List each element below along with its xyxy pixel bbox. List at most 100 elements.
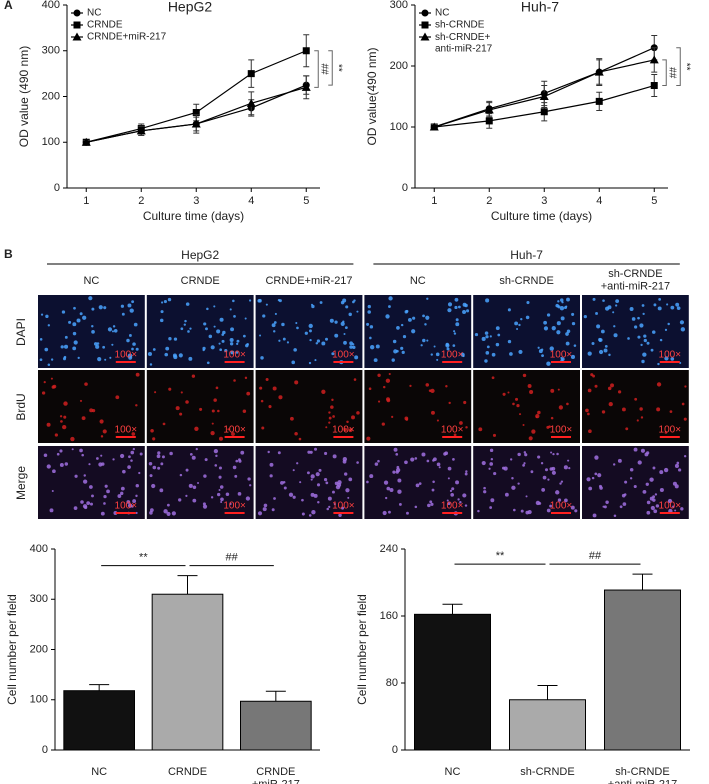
cell-dot — [382, 510, 387, 516]
cell-dot — [617, 390, 622, 394]
cell-dot — [674, 484, 679, 489]
cell-dot — [526, 300, 530, 305]
cell-dot — [566, 402, 569, 406]
panel-label: B — [4, 247, 13, 261]
scale-label: 100× — [332, 501, 355, 512]
cell-dot — [491, 352, 496, 357]
cell-dot — [282, 337, 286, 341]
cell-dot — [52, 469, 56, 474]
cell-dot — [400, 346, 404, 350]
cell-dot — [502, 392, 506, 396]
cell-dot — [211, 422, 214, 425]
cell-dot — [278, 339, 281, 342]
cell-dot — [477, 509, 480, 513]
cell-dot — [230, 327, 235, 332]
y-tick-label: 400 — [30, 543, 48, 555]
cell-dot — [130, 450, 135, 455]
cell-dot — [120, 486, 125, 491]
error-bar — [89, 684, 110, 691]
cell-dot — [511, 485, 516, 490]
cell-dot — [72, 331, 77, 336]
cell-dot — [173, 337, 178, 341]
cell-dot — [641, 304, 645, 307]
cell-dot — [59, 415, 63, 418]
cell-dot — [262, 507, 267, 512]
cell-dot — [422, 338, 426, 343]
cell-dot — [293, 348, 297, 352]
cell-dot — [59, 462, 64, 467]
cell-dot — [492, 433, 497, 437]
cell-dot — [159, 318, 164, 323]
cell-dot — [95, 344, 100, 349]
cell-dot — [490, 498, 495, 503]
legend-label: NC — [435, 8, 449, 19]
cell-dot — [522, 423, 525, 426]
cell-dot — [655, 504, 660, 508]
scale-label: 100× — [441, 425, 464, 436]
cell-dot — [377, 400, 381, 403]
cell-dot — [331, 398, 334, 402]
cell-dot — [489, 506, 493, 509]
cell-dot — [605, 306, 610, 311]
scale-label: 100× — [115, 350, 138, 361]
cell-dot — [161, 455, 165, 459]
cell-dot — [210, 431, 215, 436]
cell-dot — [543, 320, 547, 325]
y-tick-label: 240 — [380, 543, 398, 555]
cell-dot — [84, 382, 88, 386]
cell-dot — [657, 362, 660, 366]
cell-dot — [422, 314, 425, 318]
cell-dot — [47, 324, 51, 327]
cell-dot — [41, 391, 46, 395]
cell-dot — [592, 513, 597, 518]
cell-dot — [262, 314, 266, 318]
cell-dot — [453, 330, 456, 333]
cell-dot — [102, 345, 106, 349]
cell-dot — [642, 312, 645, 316]
y-tick-label: 0 — [402, 182, 408, 194]
sig-label: ## — [667, 67, 678, 79]
cell-dot — [432, 480, 435, 484]
cell-dot — [530, 470, 534, 474]
cell-dot — [555, 303, 559, 308]
cell-dot — [629, 307, 634, 312]
cell-dot — [485, 351, 490, 355]
cell-dot — [537, 410, 541, 415]
x-tick-label: sh-CRNDE+anti-miR-217 — [608, 766, 677, 784]
cell-dot — [395, 452, 399, 456]
cell-dot — [414, 505, 418, 509]
cell-dot — [587, 388, 592, 393]
cell-dot — [600, 329, 605, 334]
cell-dot — [356, 461, 359, 464]
legend-label: sh-CRNDE — [435, 20, 485, 31]
cell-dot — [544, 468, 549, 472]
cell-dot — [169, 451, 173, 456]
cell-dot — [683, 455, 687, 458]
cell-dot — [203, 474, 207, 478]
error-bar — [265, 690, 286, 702]
cell-dot — [385, 314, 390, 319]
cell-dot — [309, 338, 312, 342]
scale-label: 100× — [115, 501, 138, 512]
cell-dot — [452, 458, 455, 461]
cell-dot — [203, 322, 207, 326]
cell-dot — [328, 411, 331, 414]
cell-dot — [658, 298, 662, 301]
cell-dot — [309, 329, 312, 333]
cell-dot — [457, 498, 460, 501]
legend-label: CRNDE+miR-217 — [87, 32, 167, 43]
cell-dot — [248, 299, 252, 302]
cell-dot — [674, 509, 677, 512]
column-header: NC — [83, 275, 99, 287]
cell-dot — [178, 498, 182, 502]
x-tick-label: NC — [445, 766, 461, 778]
cell-dot — [645, 482, 649, 486]
cell-dot — [60, 345, 64, 349]
cell-dot — [369, 474, 374, 479]
cell-dot — [202, 504, 208, 509]
cell-dot — [430, 388, 435, 394]
cell-dot — [507, 391, 510, 394]
cell-dot — [219, 317, 224, 322]
cell-dot — [617, 458, 622, 463]
cell-dot — [418, 482, 422, 485]
